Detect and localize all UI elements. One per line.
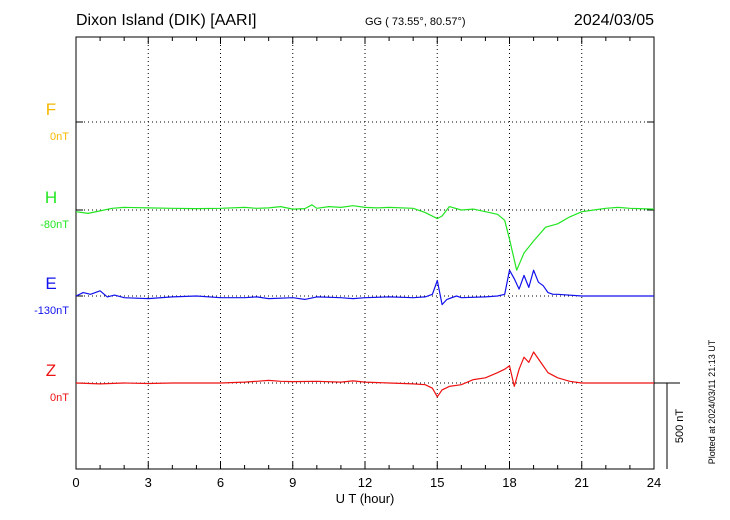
channel-name-f: F: [46, 100, 56, 119]
channel-baseline-h: -80nT: [40, 219, 69, 231]
channel-baseline-e: -130nT: [34, 305, 69, 317]
x-tick-label: 6: [217, 475, 224, 490]
channel-baseline-z: 0nT: [50, 392, 69, 404]
gridlines: [76, 37, 654, 469]
x-tick-label: 24: [647, 475, 661, 490]
channel-name-e: E: [45, 274, 56, 293]
date-label: 2024/03/05: [574, 12, 654, 29]
series-line-h: [75, 204, 655, 271]
x-tick-label: 21: [575, 475, 589, 490]
series-line-e: [75, 269, 654, 306]
plotted-timestamp: Plotted at 2024/03/11 21:13 UT: [707, 339, 717, 464]
x-tick-label: 3: [145, 475, 152, 490]
series-layer: [75, 204, 655, 398]
x-tick-label: 0: [72, 475, 79, 490]
x-tick-label: 18: [502, 475, 516, 490]
x-tick-label: 15: [430, 475, 444, 490]
coordinates-label: GG ( 73.55°, 80.57°): [365, 16, 466, 28]
x-tick-label: 12: [358, 475, 372, 490]
series-line-z: [75, 351, 654, 398]
channel-labels: F 0nT H -80nT E -130nT Z 0nT: [34, 100, 69, 404]
x-ticks: 0 3 6 9 12 15 18 21 24: [72, 37, 661, 490]
scale-bar-label: 500 nT: [674, 409, 686, 444]
x-tick-label: 9: [289, 475, 296, 490]
channel-baseline-f: 0nT: [50, 131, 69, 143]
channel-name-z: Z: [46, 361, 56, 380]
x-axis-label: U T (hour): [336, 491, 395, 506]
channel-name-h: H: [45, 188, 57, 207]
station-title: Dixon Island (DIK) [AARI]: [76, 12, 257, 29]
